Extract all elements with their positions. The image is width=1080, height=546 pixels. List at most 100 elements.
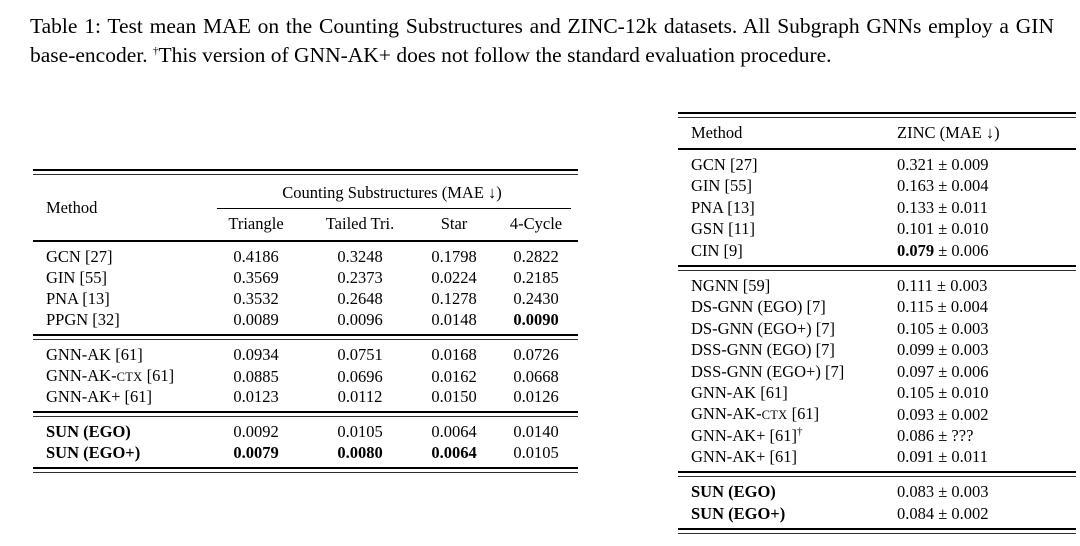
value-cell: 0.3248 xyxy=(337,247,383,266)
value-cell: 0.0751 xyxy=(337,345,383,364)
value-cell: 0.2648 xyxy=(337,289,383,308)
column-header-star: Star xyxy=(440,214,468,233)
value-cell: 0.3569 xyxy=(233,268,279,287)
method-cell: GNN-AK [61] xyxy=(691,382,788,402)
table-group-sun: SUN (EGO) 0.0092 0.0105 0.0064 0.0140 SUN (EG… xyxy=(33,417,578,467)
method-cell: PNA [13] xyxy=(691,197,755,217)
method-cell: GNN-AK-CTX [61] xyxy=(46,366,175,385)
method-cell: GNN-AK+ [61] xyxy=(691,447,797,467)
value-cell: 0.0668 xyxy=(513,367,559,386)
top-rule xyxy=(33,169,578,175)
table-row: SUN (EGO+) 0.084 ± 0.002 xyxy=(678,503,1076,524)
method-cell: DSS-GNN (EGO) [7] xyxy=(691,340,835,360)
zinc-column-header: ZINC (MAE ↓) xyxy=(897,123,1000,142)
group-span-header: Counting Substructures (MAE ↓) xyxy=(282,183,502,202)
method-cell: GIN [55] xyxy=(691,176,752,196)
value-cell: 0.0126 xyxy=(513,387,559,406)
value-cell: 0.0140 xyxy=(513,422,559,441)
value-cell: 0.0112 xyxy=(337,387,383,406)
value-cell: 0.0148 xyxy=(431,310,477,329)
method-cell: SUN (EGO) xyxy=(46,422,131,441)
value-cell: 0.2430 xyxy=(513,289,559,308)
value-cell: 0.091 ± 0.011 xyxy=(897,447,988,467)
method-column-header: Method xyxy=(691,123,743,142)
value-cell: 0.105 ± 0.010 xyxy=(897,382,989,402)
paper-caption: Table 1: Test mean MAE on the Counting S… xyxy=(30,14,1054,67)
bottom-rule xyxy=(678,528,1076,535)
table-row: PNA [13] 0.133 ± 0.011 xyxy=(678,197,1076,218)
header-rule xyxy=(678,148,1076,150)
table-row: GNN-AK [61] 0.0934 0.0751 0.0168 0.0726 xyxy=(33,344,578,365)
table-group-baselines: GCN [27] 0.4186 0.3248 0.1798 0.2822 GIN [55]… xyxy=(33,242,578,334)
table-row: GCN [27] 0.4186 0.3248 0.1798 0.2822 xyxy=(33,246,578,267)
value-cell: 0.079 ± 0.006 xyxy=(897,240,989,260)
method-cell: GNN-AK [61] xyxy=(46,345,143,364)
table-group-baselines: GCN [27] 0.321 ± 0.009 GIN [55] 0.163 ± 0.0… xyxy=(678,150,1076,265)
column-header-triangle: Triangle xyxy=(228,214,284,233)
table-row: SUN (EGO) 0.0092 0.0105 0.0064 0.0140 xyxy=(33,421,578,442)
table-row: NGNN [59] 0.111 ± 0.003 xyxy=(678,275,1076,296)
table-row: CIN [9] 0.079 ± 0.006 xyxy=(678,240,1076,261)
value-cell: 0.1278 xyxy=(431,289,477,308)
value-cell: 0.115 ± 0.004 xyxy=(897,297,988,317)
spanning-header: Counting Substructures (MAE ↓) Triangle … xyxy=(206,175,578,240)
table-row: GNN-AK-CTX [61] 0.093 ± 0.002 xyxy=(678,403,1076,424)
method-cell: SUN (EGO+) xyxy=(691,503,786,523)
value-cell: 0.0162 xyxy=(431,367,477,386)
value-cell: 0.0105 xyxy=(337,422,383,441)
table-header: Method ZINC (MAE ↓) xyxy=(678,118,1076,148)
method-cell: SUN (EGO+) xyxy=(46,443,141,462)
table-row: GIN [55] 0.163 ± 0.004 xyxy=(678,175,1076,196)
table-row: SUN (EGO+) 0.0079 0.0080 0.0064 0.0105 xyxy=(33,442,578,463)
value-cell: 0.0080 xyxy=(337,443,383,462)
group-separator xyxy=(33,334,578,340)
table-row: GNN-AK+ [61]† 0.086 ± ??? xyxy=(678,425,1076,446)
method-cell: SUN (EGO) xyxy=(691,482,776,502)
value-cell: 0.133 ± 0.011 xyxy=(897,197,988,217)
table-row: GIN [55] 0.3569 0.2373 0.0224 0.2185 xyxy=(33,267,578,288)
method-cell: GNN-AK+ [61]† xyxy=(691,425,803,445)
value-cell: 0.0105 xyxy=(513,443,559,462)
value-cell: 0.0696 xyxy=(337,367,383,386)
table-row: GNN-AK+ [61] 0.091 ± 0.011 xyxy=(678,446,1076,467)
zinc-table: Method ZINC (MAE ↓) GCN [27] 0.321 ± 0.00… xyxy=(678,112,1076,535)
table-row: DS-GNN (EGO+) [7] 0.105 ± 0.003 xyxy=(678,318,1076,339)
value-cell: 0.1798 xyxy=(431,247,477,266)
value-cell: 0.2822 xyxy=(513,247,559,266)
table-row: GCN [27] 0.321 ± 0.009 xyxy=(678,154,1076,175)
bottom-rule xyxy=(33,467,578,473)
value-cell: 0.0096 xyxy=(337,310,383,329)
value-cell: 0.2185 xyxy=(513,268,559,287)
method-cell: GSN [11] xyxy=(691,219,756,239)
value-cell: 0.105 ± 0.003 xyxy=(897,318,989,338)
table-row: GNN-AK [61] 0.105 ± 0.010 xyxy=(678,382,1076,403)
table-row: PNA [13] 0.3532 0.2648 0.1278 0.2430 xyxy=(33,288,578,309)
counting-substructures-table: Method Counting Substructures (MAE ↓) Tr… xyxy=(33,169,578,473)
table-row: DSS-GNN (EGO) [7] 0.099 ± 0.003 xyxy=(678,339,1076,360)
table-header: Method Counting Substructures (MAE ↓) Tr… xyxy=(33,175,578,240)
value-cell: 0.084 ± 0.002 xyxy=(897,503,989,523)
value-cell: 0.0089 xyxy=(233,310,279,329)
table-row: SUN (EGO) 0.083 ± 0.003 xyxy=(678,481,1076,502)
table-row: DSS-GNN (EGO+) [7] 0.097 ± 0.006 xyxy=(678,361,1076,382)
value-cell: 0.097 ± 0.006 xyxy=(897,361,989,381)
value-cell: 0.0168 xyxy=(431,345,477,364)
method-cell: DS-GNN (EGO) [7] xyxy=(691,297,826,317)
value-cell: 0.099 ± 0.003 xyxy=(897,340,989,360)
value-cell: 0.0934 xyxy=(233,345,279,364)
method-cell: GCN [27] xyxy=(46,247,113,266)
method-column-header: Method xyxy=(46,197,98,217)
value-cell: 0.3532 xyxy=(233,289,279,308)
method-cell: GIN [55] xyxy=(46,268,107,287)
table-row: GNN-AK-CTX [61] 0.0885 0.0696 0.0162 0.0668 xyxy=(33,365,578,386)
value-cell: 0.093 ± 0.002 xyxy=(897,405,989,425)
value-cell: 0.111 ± 0.003 xyxy=(897,275,988,295)
column-header-tailed-tri: Tailed Tri. xyxy=(325,214,395,233)
table-row: DS-GNN (EGO) [7] 0.115 ± 0.004 xyxy=(678,296,1076,317)
method-cell: CIN [9] xyxy=(691,240,743,260)
method-cell: DS-GNN (EGO+) [7] xyxy=(691,318,836,338)
value-cell: 0.163 ± 0.004 xyxy=(897,176,989,196)
table-group-sun: SUN (EGO) 0.083 ± 0.003 SUN (EGO+) 0.084 ± … xyxy=(678,477,1076,528)
value-cell: 0.101 ± 0.010 xyxy=(897,219,989,239)
value-cell: 0.0092 xyxy=(233,422,279,441)
